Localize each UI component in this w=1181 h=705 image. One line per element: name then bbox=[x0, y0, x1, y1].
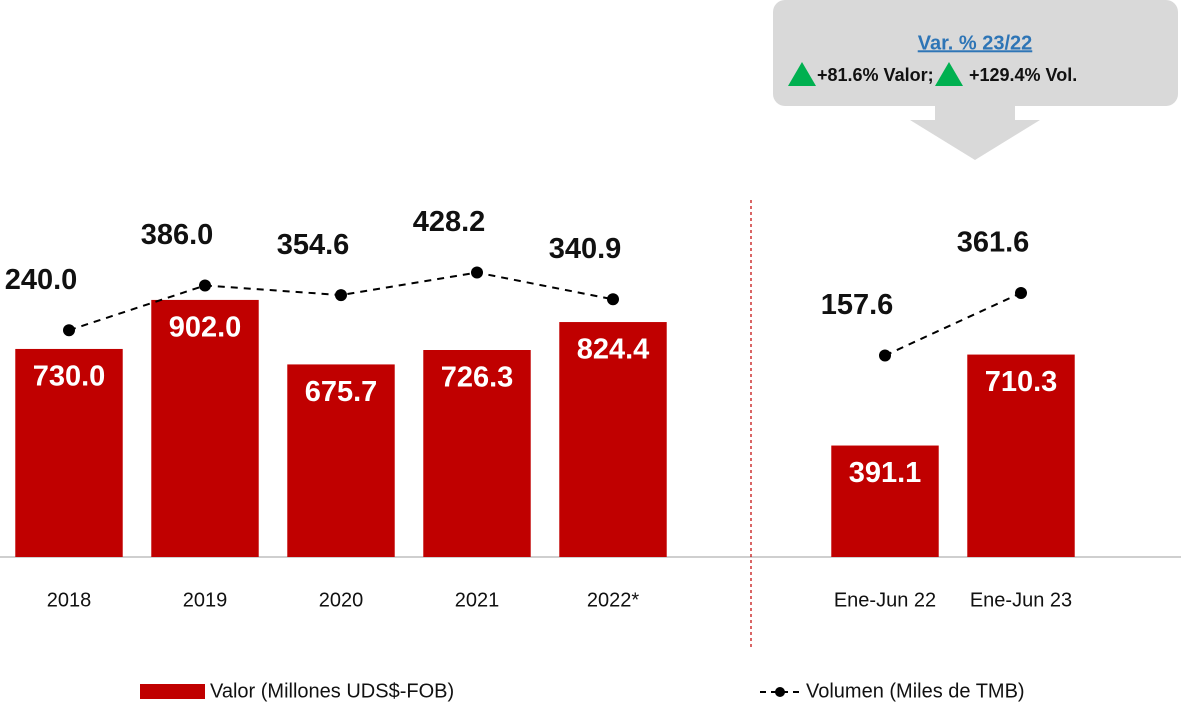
bar-value-label: 675.7 bbox=[305, 376, 378, 408]
bar-value-label: 902.0 bbox=[169, 312, 242, 344]
callout-arrow bbox=[910, 106, 1040, 160]
bar-value-label: 391.1 bbox=[849, 457, 922, 489]
callout: Var. % 23/22 +81.6% Valor; +129.4% Vol. bbox=[773, 0, 1178, 160]
bar bbox=[423, 350, 531, 557]
callout-item: +129.4% Vol. bbox=[969, 65, 1077, 85]
line bbox=[68, 271, 614, 332]
line-value-label: 428.2 bbox=[413, 206, 486, 238]
legend-swatch-bar bbox=[140, 684, 205, 699]
line-point bbox=[607, 293, 619, 306]
bar bbox=[151, 299, 259, 557]
line-point bbox=[1015, 286, 1027, 299]
bar bbox=[15, 348, 123, 557]
x-tick-label: 2018 bbox=[47, 589, 92, 611]
up-triangle bbox=[788, 62, 816, 86]
x-tick-label: Ene-Jun 22 bbox=[834, 589, 936, 611]
line-point bbox=[63, 324, 75, 337]
bar bbox=[967, 354, 1075, 557]
bar-value-label: 730.0 bbox=[33, 361, 106, 393]
bar-value-label: 824.4 bbox=[577, 334, 650, 366]
legend-swatch-dot bbox=[775, 687, 785, 697]
x-tick-label: 2019 bbox=[183, 589, 228, 611]
callout-item: +81.6% Valor; bbox=[817, 65, 934, 85]
up-triangle bbox=[935, 62, 963, 86]
bar-value-label: 710.3 bbox=[985, 366, 1058, 398]
line-point bbox=[199, 279, 211, 292]
line-value-label: 157.6 bbox=[821, 289, 894, 321]
line-value-label: 354.6 bbox=[277, 229, 350, 261]
bar bbox=[831, 445, 939, 557]
x-tick-label: 2022* bbox=[587, 589, 639, 611]
bar bbox=[559, 322, 667, 557]
x-tick-label: Ene-Jun 23 bbox=[970, 589, 1072, 611]
line-value-label: 240.0 bbox=[5, 264, 78, 296]
line-point bbox=[879, 349, 891, 362]
legend-label: Valor (Millones UDS$-FOB) bbox=[210, 680, 454, 702]
bar bbox=[287, 364, 395, 557]
line-point bbox=[335, 289, 347, 302]
x-tick-label: 2021 bbox=[455, 589, 500, 611]
line-point bbox=[471, 266, 483, 279]
line bbox=[884, 292, 1022, 357]
x-tick-label: 2020 bbox=[319, 589, 364, 611]
callout-box bbox=[773, 0, 1178, 106]
line-value-label: 340.9 bbox=[549, 233, 622, 265]
callout-title: Var. % 23/22 bbox=[918, 32, 1033, 54]
line-value-label: 386.0 bbox=[141, 219, 214, 251]
bar-value-label: 726.3 bbox=[441, 362, 514, 394]
legend-label: Volumen (Miles de TMB) bbox=[806, 680, 1025, 702]
line-value-label: 361.6 bbox=[957, 227, 1030, 259]
